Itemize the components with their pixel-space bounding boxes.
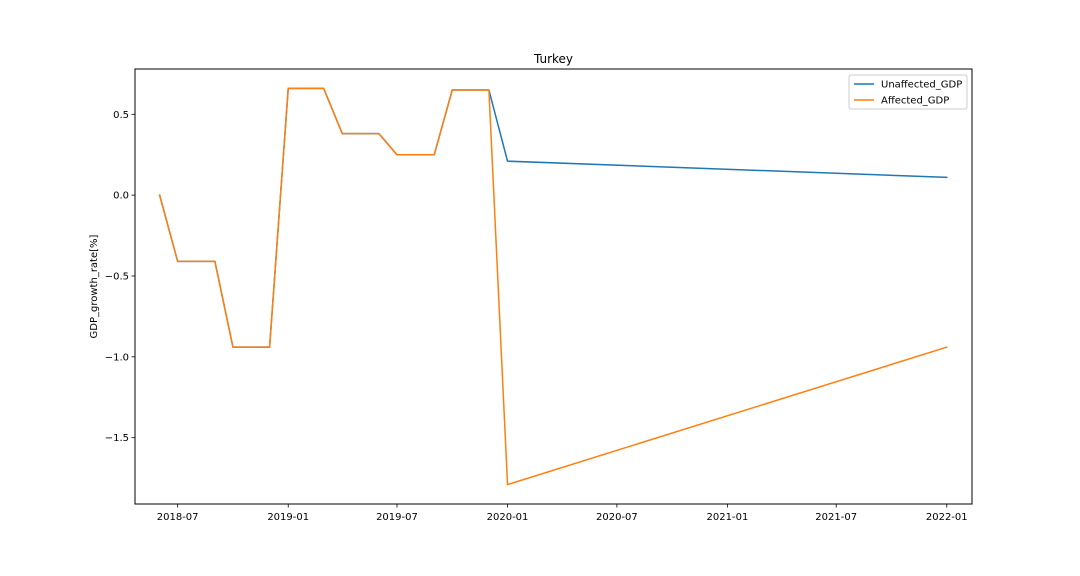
x-tick-label: 2021-01 [707,512,749,523]
legend: Unaffected_GDP Affected_GDP [848,74,968,110]
y-tick-label: −1.5 [105,433,129,444]
y-tick-label: 0.5 [113,110,129,121]
y-axis-label: GDP_growth_rate[%] [89,234,100,338]
legend-label: Affected_GDP [881,96,949,107]
x-tick-label: 2018-07 [157,512,199,523]
x-tick-label: 2020-07 [596,512,638,523]
x-tick-label: 2019-01 [267,512,309,523]
y-tick-label: −0.5 [105,271,129,282]
chart-title: Turkey [533,52,573,66]
series-lines [158,87,948,486]
plot-area: 2018-07 2019-01 2019-07 2020-01 2020-07 2021-… [105,68,973,523]
x-tick-label: 2020-01 [487,512,529,523]
legend-box [848,74,968,110]
y-tick-label: −1.0 [105,352,129,363]
legend-label: Unaffected_GDP [881,80,962,91]
axes-frame [134,68,973,505]
x-tick-label: 2022-01 [926,512,968,523]
x-tick-label: 2021-07 [815,512,857,523]
series-line-affected-gdp [158,87,948,486]
x-tick-label: 2019-07 [376,512,418,523]
x-axis: 2018-07 2019-01 2019-07 2020-01 2020-07 2021-… [157,504,968,523]
y-tick-label: 0.0 [113,191,129,202]
y-axis: 0.5 0.0 −0.5 −1.0 −1.5 [105,110,135,444]
